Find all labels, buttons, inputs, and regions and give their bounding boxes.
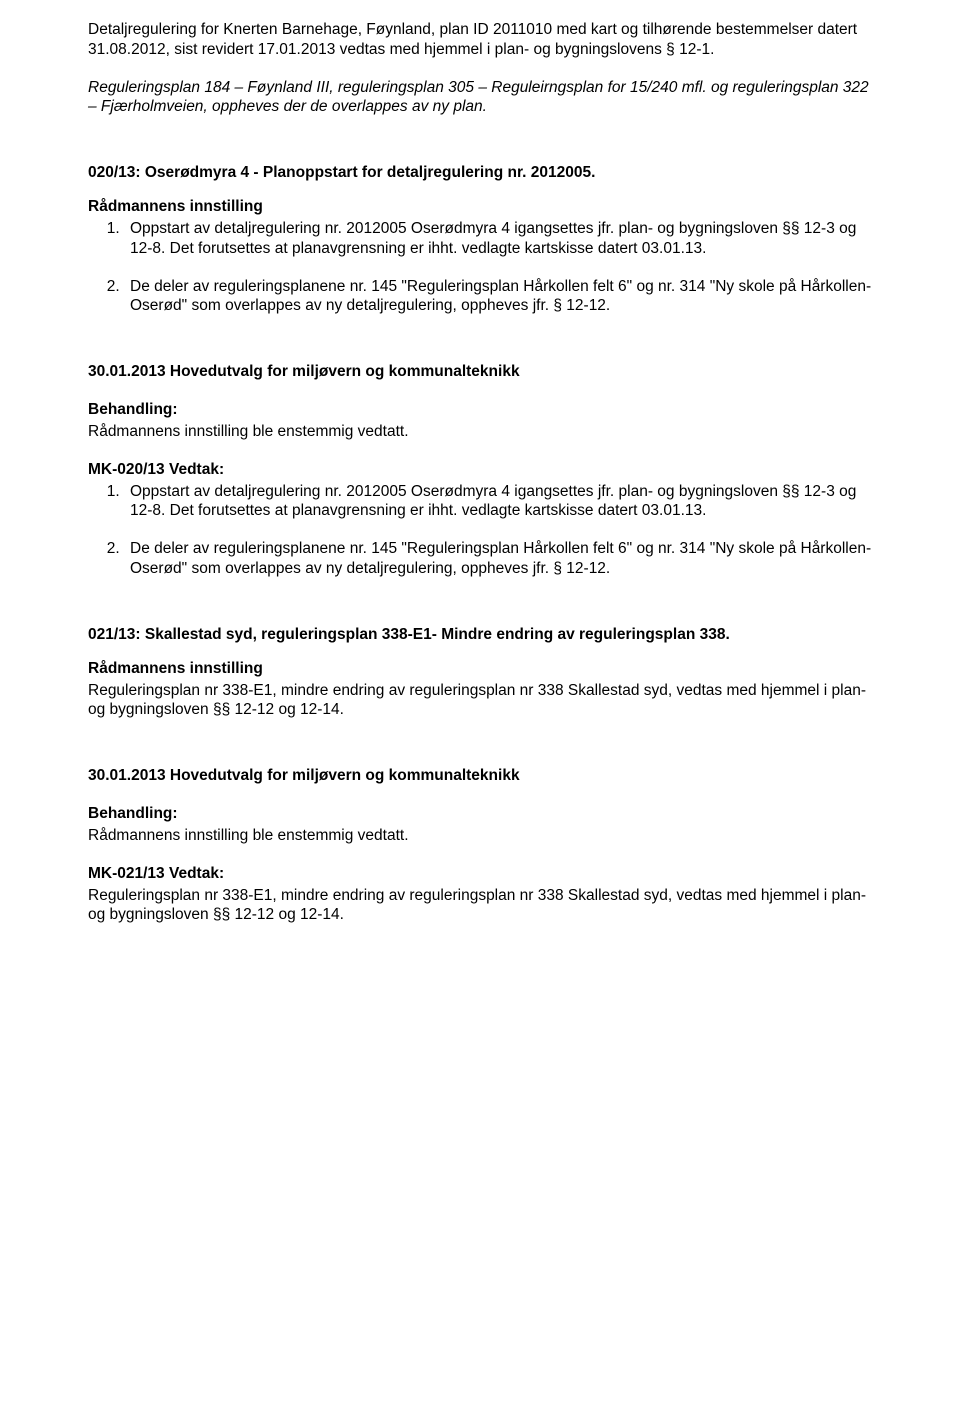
innstilling-list-020: Oppstart av detaljregulering nr. 2012005… (88, 219, 872, 316)
list-item: Oppstart av detaljregulering nr. 2012005… (124, 219, 872, 259)
section-021-title: 021/13: Skallestad syd, reguleringsplan … (88, 625, 872, 645)
innstilling-label-020: Rådmannens innstilling (88, 197, 872, 217)
behandling-text-021: Rådmannens innstilling ble enstemmig ved… (88, 826, 872, 846)
list-item: De deler av reguleringsplanene nr. 145 "… (124, 277, 872, 317)
innstilling-text-021: Reguleringsplan nr 338-E1, mindre endrin… (88, 681, 872, 721)
section-020-title: 020/13: Oserødmyra 4 - Planoppstart for … (88, 163, 872, 183)
meeting-021: 30.01.2013 Hovedutvalg for miljøvern og … (88, 766, 872, 786)
meeting-020: 30.01.2013 Hovedutvalg for miljøvern og … (88, 362, 872, 382)
vedtak-list-020: Oppstart av detaljregulering nr. 2012005… (88, 482, 872, 579)
behandling-label-021: Behandling: (88, 804, 872, 824)
list-item: Oppstart av detaljregulering nr. 2012005… (124, 482, 872, 522)
top-paragraph: Detaljregulering for Knerten Barnehage, … (88, 20, 872, 60)
vedtak-text-021: Reguleringsplan nr 338-E1, mindre endrin… (88, 886, 872, 926)
innstilling-label-021: Rådmannens innstilling (88, 659, 872, 679)
behandling-text-020: Rådmannens innstilling ble enstemmig ved… (88, 422, 872, 442)
italic-paragraph: Reguleringsplan 184 – Føynland III, regu… (88, 78, 872, 118)
vedtak-label-021: MK-021/13 Vedtak: (88, 864, 872, 884)
behandling-label-020: Behandling: (88, 400, 872, 420)
list-item: De deler av reguleringsplanene nr. 145 "… (124, 539, 872, 579)
vedtak-label-020: MK-020/13 Vedtak: (88, 460, 872, 480)
